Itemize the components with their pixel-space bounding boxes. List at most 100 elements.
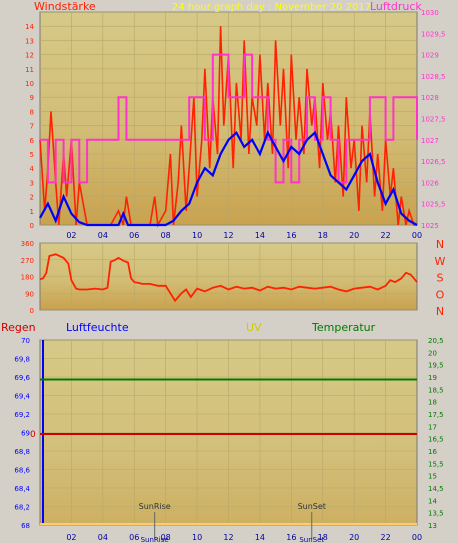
wind-x-tick: 18 [318,231,328,240]
temperature-y-tick: 18 [428,399,437,407]
temperature-y-tick: 16,5 [428,436,444,444]
wind-x-tick: 04 [98,231,108,240]
wind-y-tick: 8 [30,108,34,116]
humidity-y-tick: 69,6 [14,374,30,382]
temperature-y-tick: 20 [428,349,437,357]
wind-y-tick: 2 [30,194,34,202]
humidity-x-tick: 18 [318,533,328,542]
pressure-y-tick: 1029,5 [421,30,446,38]
wind-x-tick: 06 [129,231,139,240]
humidity-y-tick: 69,4 [14,393,30,401]
temperature-y-tick: 15 [428,473,437,481]
direction-label: S [437,272,444,285]
temperature-y-tick: 17,5 [428,411,444,419]
temperature-y-tick: 18,5 [428,386,444,394]
humidity-x-tick: 22 [380,533,390,542]
humidity-x-tick: 02 [66,533,76,542]
wind-x-tick: 12 [223,231,233,240]
sunrise-label: SunRise [139,502,171,511]
pressure-line [40,53,418,184]
humidity-x-tick: 00 [412,533,422,542]
sunset-axis-label: SunSet [299,536,324,543]
wind-title: Windstärke [34,0,96,13]
wind-x-tick: 20 [349,231,359,240]
wind-x-tick: 02 [66,231,76,240]
pressure-y-tick: 1028 [421,94,439,102]
wind-y-tick: 14 [25,23,34,31]
wind-y-tick: 11 [25,66,34,74]
humidity-y-tick: 68,6 [14,467,30,475]
direction-grid [40,242,417,311]
temperature-y-tick: 13,5 [428,510,444,518]
wind-y-tick: 12 [25,52,34,60]
humidity-y-tick: 70 [21,337,30,345]
direction-y-tick: 90 [25,290,34,298]
wind-y-tick: 3 [30,179,34,187]
wind-avg-line [39,130,418,227]
direction-label: N [436,238,444,251]
temperature-y-tick: 13 [428,522,437,530]
temperature-y-tick: 20,5 [428,337,444,345]
temperature-y-axis: 13 13,5 14 14,5 15 15,5 16 16,5 17 17,5 18 18,5 19 19… [428,337,444,530]
wind-x-tick: 22 [380,231,390,240]
rain-zero-label: 0 [30,430,36,440]
wind-y-tick: 0 [30,222,34,230]
direction-label: W [435,255,446,268]
humidity-x-tick: 04 [98,533,108,542]
wind-y-tick: 13 [25,37,34,45]
humidity-x-tick: 06 [129,533,139,542]
humidity-x-axis: 02 04 06 08 10 12 14 16 18 20 22 00 [66,533,422,542]
pressure-y-axis: 1025 1025,5 1026 1026,5 1027 1027,5 1028 1028,5… [421,9,446,230]
pressure-y-tick: 1029 [421,52,439,60]
humidity-x-tick: 20 [349,533,359,542]
wind-x-tick: 10 [192,231,202,240]
temperature-y-tick: 14 [428,497,437,505]
wind-y-tick: 4 [30,165,35,173]
wind-direction-line [39,253,418,303]
chart-title: 24 hour graph day : November 20 2017 [172,2,371,13]
rain-label: Regen [1,321,36,334]
direction-y-axis: 0 90 180 270 360 [21,240,34,315]
direction-y-tick: 360 [21,240,34,248]
wind-y-tick: 7 [30,123,34,131]
humidity-y-tick: 69,8 [14,356,30,364]
wind-gust-line [39,26,417,228]
pressure-y-tick: 1026,5 [421,158,446,166]
pressure-y-tick: 1026 [421,179,439,187]
sun-markers: SunRise SunRise SunSet SunSet [139,502,326,543]
pressure-y-tick: 1025 [421,222,439,230]
direction-label: N [436,305,444,318]
pressure-y-tick: 1028,5 [421,73,446,81]
uv-label: UV [246,321,262,334]
humidity-y-tick: 68,4 [14,485,30,493]
pressure-title: Luftdruck [370,0,422,13]
humidity-y-tick: 69,2 [14,411,30,419]
wind-y-tick: 6 [30,137,35,145]
humidity-x-tick: 08 [161,533,171,542]
pressure-y-tick: 1030 [421,9,439,17]
humidity-y-tick: 69 [21,430,30,438]
wind-x-tick: 16 [286,231,296,240]
humidity-x-tick: 16 [286,533,296,542]
temperature-y-tick: 17 [428,423,437,431]
direction-y-tick: 180 [21,274,34,282]
direction-label: O [436,288,445,301]
humidity-temp-panel: 68 68,2 68,4 68,6 68,8 69 69,2 69,4 69,6 69,8 70 1… [1,321,444,543]
humidity-label: Luftfeuchte [66,321,129,334]
humidity-x-tick: 14 [255,533,265,542]
temperature-label: Temperatur [311,321,376,334]
wind-x-tick: 00 [412,231,422,240]
humidity-y-tick: 68,2 [14,504,30,512]
humidity-y-tick: 68 [21,522,30,530]
humidity-x-tick: 10 [192,533,202,542]
temperature-y-tick: 19,5 [428,362,444,370]
wind-x-axis: 02 04 06 08 10 12 14 16 18 20 22 00 [66,231,422,240]
humidity-x-tick: 12 [223,533,233,542]
direction-y-tick: 0 [30,307,34,315]
humidity-y-axis: 68 68,2 68,4 68,6 68,8 69 69,2 69,4 69,6 69,8 70 [14,337,30,530]
